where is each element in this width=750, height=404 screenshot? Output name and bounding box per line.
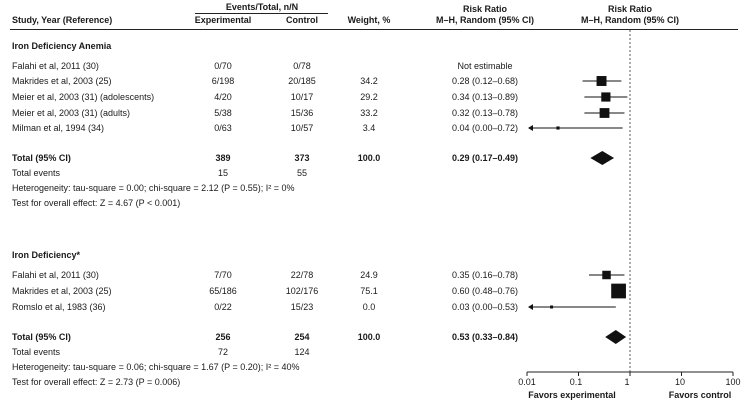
rr-cell: Not estimable (457, 61, 513, 71)
pooled-diamond (590, 151, 615, 165)
events-group-header-text: Events/Total, n/N (225, 2, 299, 12)
exp-cell: 4/20 (214, 92, 232, 102)
point-estimate (599, 108, 610, 118)
ctrl-cell: 15/23 (290, 302, 314, 312)
point-estimate (556, 126, 560, 130)
study-label: Makrides et al, 2003 (25) (12, 286, 112, 296)
rr-column-header-line1: Risk Ratio (462, 4, 508, 14)
ci-arrow (528, 304, 533, 310)
ctrl-cell: 20/185 (288, 76, 316, 86)
point-estimate (596, 76, 607, 86)
plot-column-header-line1: Risk Ratio (607, 4, 653, 14)
point-estimate (550, 305, 554, 309)
events-exp: 15 (217, 168, 229, 178)
axis-tick-label: 0.01 (518, 377, 536, 387)
group-title: Iron Deficiency Anemia (12, 41, 112, 51)
weight-cell: 29.2 (360, 92, 378, 102)
study-label: Falahi et al, 2011 (30) (12, 270, 99, 280)
rr-cell: 0.32 (0.13–0.78) (451, 108, 519, 118)
control-column-header: Control (286, 15, 318, 25)
study-label: Meier et al, 2003 (31) (adults) (12, 108, 131, 118)
study-label: Makrides et al, 2003 (25) (12, 76, 112, 86)
axis-tick-label: 0.1 (569, 377, 583, 387)
weight-cell: 0.0 (362, 302, 376, 312)
events-exp: 72 (217, 347, 229, 357)
events-group-rule (195, 13, 328, 14)
exp-cell: 0/70 (214, 61, 232, 71)
events-label: Total events (12, 168, 61, 178)
favors-control-label: Favors control (668, 390, 732, 400)
weight-cell: 33.2 (360, 108, 378, 118)
exp-cell: 0/63 (214, 123, 232, 133)
ctrl-cell: 10/17 (290, 92, 314, 102)
overall-effect-text: Test for overall effect: Z = 2.73 (P = 0… (12, 377, 181, 387)
weight-cell: 3.4 (362, 123, 376, 133)
weight-cell: 34.2 (360, 76, 378, 86)
events-label: Total events (12, 347, 61, 357)
ctrl-cell: 15/36 (290, 108, 314, 118)
ctrl-cell: 22/78 (290, 270, 314, 280)
exp-cell: 6/198 (211, 76, 235, 86)
events-group-header: Events/Total, n/N (226, 2, 298, 13)
ctrl-cell: 10/57 (290, 123, 314, 133)
study-column-header: Study, Year (Reference) (12, 15, 113, 25)
rr-column-header-line2: M–H, Random (95% CI) (435, 15, 535, 25)
total-weight: 100.0 (357, 153, 381, 163)
total-weight: 100.0 (357, 332, 381, 342)
axis-tick-label: 100 (725, 377, 741, 387)
weight-cell: 75.1 (360, 286, 378, 296)
heterogeneity-text: Heterogeneity: tau-square = 0.00; chi-sq… (12, 183, 295, 193)
rr-cell: 0.60 (0.48–0.76) (451, 286, 519, 296)
axis-tick-label: 10 (674, 377, 686, 387)
total-exp: 256 (215, 332, 231, 342)
total-rr: 0.29 (0.17–0.49) (451, 153, 519, 163)
total-label: Total (95% CI) (12, 332, 71, 342)
exp-cell: 5/38 (214, 108, 232, 118)
total-ctrl: 254 (294, 332, 310, 342)
favors-experimental-label: Favors experimental (528, 390, 616, 400)
heterogeneity-text: Heterogeneity: tau-square = 0.06; chi-sq… (12, 362, 300, 372)
ctrl-cell: 0/78 (293, 61, 311, 71)
events-ctrl: 124 (294, 347, 310, 357)
rr-cell: 0.04 (0.00–0.72) (451, 123, 519, 133)
exp-cell: 65/186 (209, 286, 237, 296)
study-label: Romslo et al, 1983 (36) (12, 302, 106, 312)
weight-column-header: Weight, % (347, 15, 391, 25)
point-estimate (602, 270, 611, 280)
total-rr: 0.53 (0.33–0.84) (451, 332, 519, 342)
experimental-column-header: Experimental (194, 15, 252, 25)
rr-cell: 0.35 (0.16–0.78) (451, 270, 519, 280)
study-label: Milman et al, 1994 (34) (12, 123, 105, 133)
weight-cell: 24.9 (360, 270, 378, 280)
total-ctrl: 373 (294, 153, 310, 163)
point-estimate (601, 92, 611, 102)
study-label: Falahi et al, 2011 (30) (12, 61, 99, 71)
overall-effect-text: Test for overall effect: Z = 4.67 (P < 0… (12, 198, 181, 208)
plot-column-header-line2: M–H, Random (95% CI) (580, 15, 680, 25)
total-label: Total (95% CI) (12, 153, 71, 163)
axis-tick-label: 1 (624, 377, 630, 387)
group-title: Iron Deficiency* (12, 250, 81, 260)
rr-cell: 0.34 (0.13–0.89) (451, 92, 519, 102)
ci-arrow (528, 125, 533, 131)
exp-cell: 0/22 (214, 302, 232, 312)
study-label: Meier et al, 2003 (31) (adolescents) (12, 92, 155, 102)
point-estimate (611, 283, 626, 299)
total-exp: 389 (215, 153, 231, 163)
events-ctrl: 55 (296, 168, 308, 178)
rr-cell: 0.28 (0.12–0.68) (451, 76, 519, 86)
pooled-diamond (605, 330, 627, 344)
exp-cell: 7/70 (214, 270, 232, 280)
rr-cell: 0.03 (0.00–0.53) (451, 302, 519, 312)
ctrl-cell: 102/176 (285, 286, 319, 296)
header-rule (10, 29, 738, 30)
